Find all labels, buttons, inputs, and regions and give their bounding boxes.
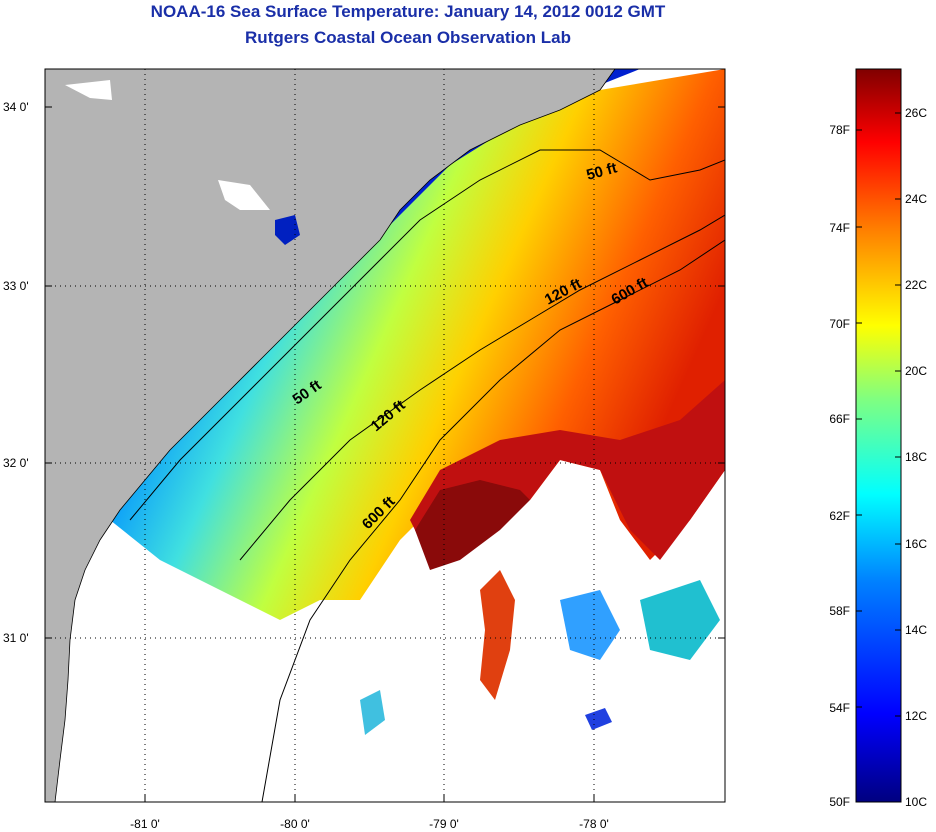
hot-core [415, 480, 530, 570]
cb-f-label: 74F [829, 221, 850, 235]
cb-c-label: 14C [905, 623, 927, 637]
lon-tick-label: -79 0' [429, 817, 459, 831]
offshore-patch [360, 690, 385, 735]
colorbar-c-ticks [895, 112, 901, 717]
bathymetry-contours [129, 149, 725, 802]
offshore-patch [480, 570, 515, 700]
map-plot-area [45, 69, 725, 802]
lon-tick-label: -80 0' [280, 817, 310, 831]
colorbar-f-ticks [856, 129, 862, 708]
cb-f-label: 62F [829, 509, 850, 523]
lat-tick-label: 34 0' [3, 100, 29, 114]
lat-tick-label: 33 0' [3, 279, 29, 293]
warm-core [410, 380, 725, 560]
cb-c-label: 20C [905, 364, 927, 378]
lake [275, 215, 300, 245]
cb-c-label: 16C [905, 537, 927, 551]
graticule [45, 69, 725, 802]
lat-tick-label: 31 0' [3, 631, 29, 645]
colorbar-fahrenheit-labels: 78F 74F 70F 66F 62F 58F 54F 50F [829, 123, 850, 809]
cb-f-label: 54F [829, 701, 850, 715]
cb-c-label: 24C [905, 192, 927, 206]
land-area [45, 69, 616, 802]
contour-600ft [261, 239, 725, 802]
cb-c-label: 10C [905, 795, 927, 809]
lon-tick-label: -81 0' [130, 817, 160, 831]
cb-c-label: 22C [905, 278, 927, 292]
map-subtitle: Rutgers Coastal Ocean Observation Lab [245, 28, 571, 47]
map-frame [44, 68, 726, 803]
cb-f-label: 66F [829, 412, 850, 426]
cb-c-label: 18C [905, 450, 927, 464]
map-title: NOAA-16 Sea Surface Temperature: January… [150, 2, 666, 21]
lon-tick-label: -78 0' [579, 817, 609, 831]
offshore-patch [585, 708, 612, 730]
offshore-patch [640, 580, 720, 660]
lake [65, 80, 112, 100]
cb-c-label: 26C [905, 106, 927, 120]
cb-f-label: 58F [829, 604, 850, 618]
offshore-patch [560, 590, 620, 660]
cb-f-label: 70F [829, 317, 850, 331]
axis-ticks [45, 106, 725, 802]
cb-c-label: 12C [905, 709, 927, 723]
contour-50ft [129, 149, 725, 521]
sst-field [110, 69, 725, 620]
lake [218, 180, 270, 210]
lat-tick-label: 32 0' [3, 456, 29, 470]
cb-f-label: 50F [829, 795, 850, 809]
colorbar [855, 68, 902, 803]
cb-f-label: 78F [829, 123, 850, 137]
colorbar-celsius-labels: 26C 24C 22C 20C 18C 16C 14C 12C 10C [905, 106, 927, 809]
contour-120ft [239, 214, 725, 561]
